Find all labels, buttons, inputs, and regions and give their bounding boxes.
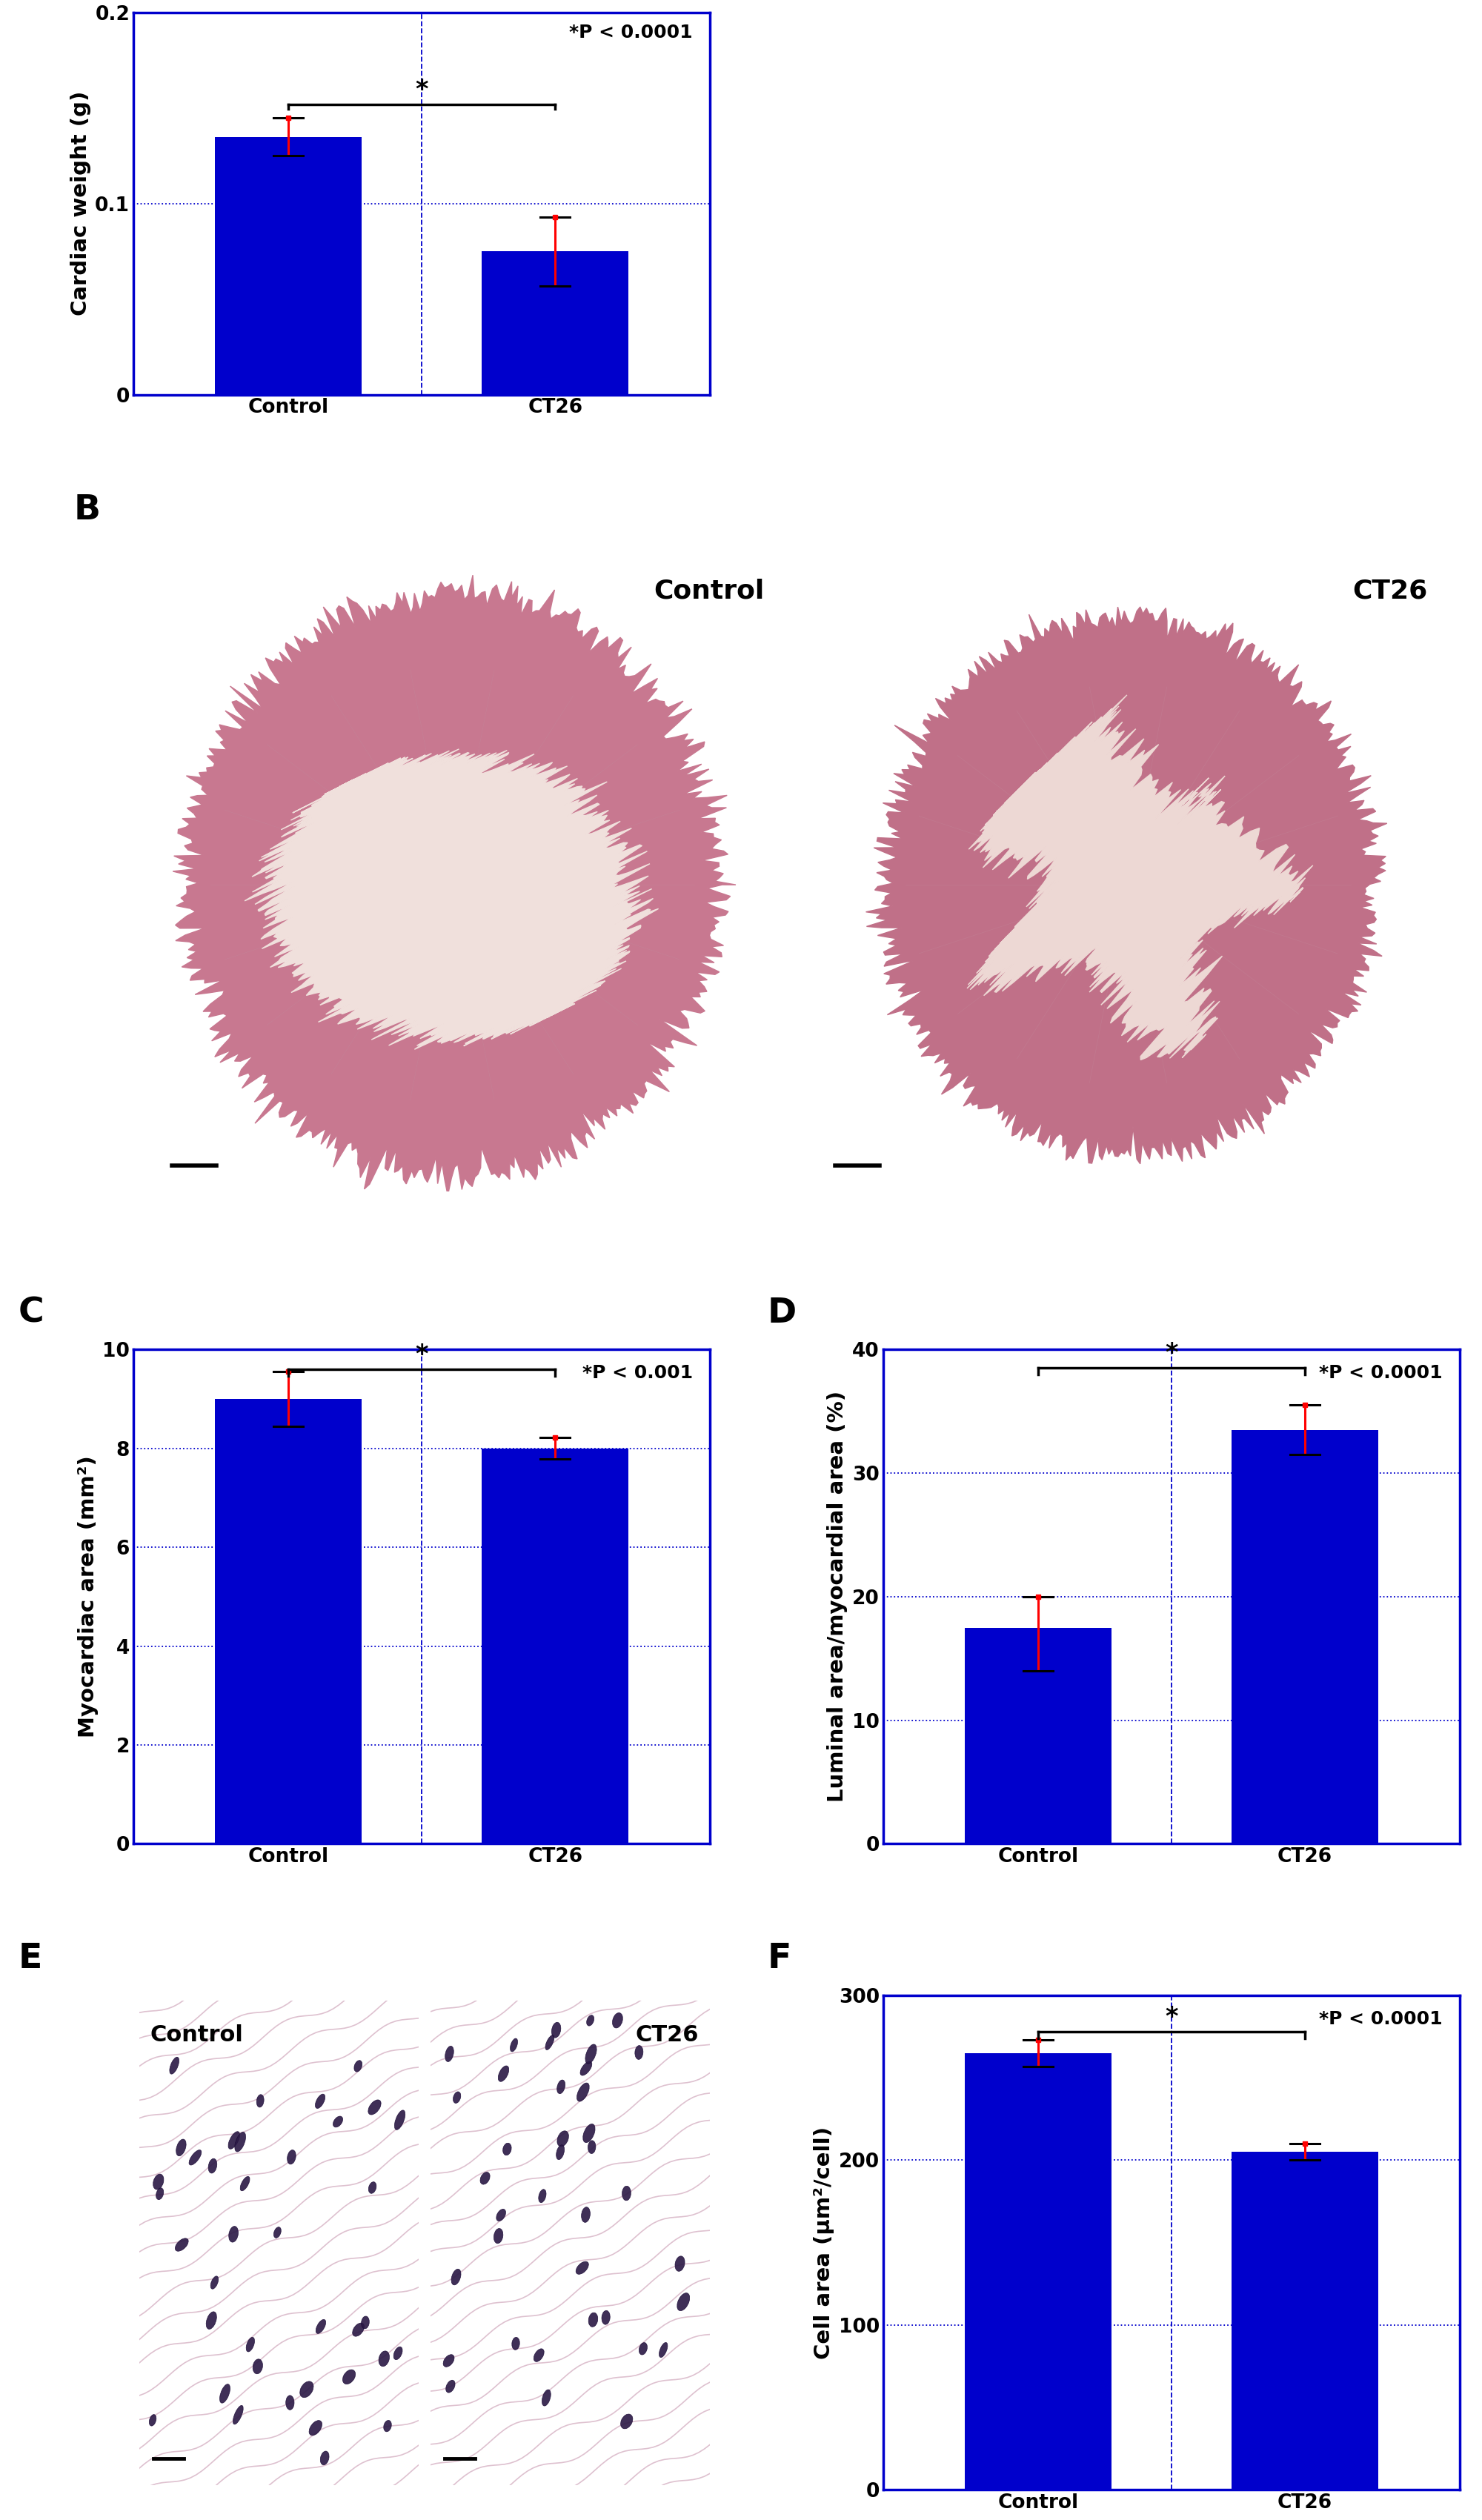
Y-axis label: Myocardiac area (mm²): Myocardiac area (mm²)	[77, 1457, 98, 1739]
Text: *: *	[415, 1343, 428, 1366]
Text: B: B	[74, 494, 101, 527]
Text: *P < 0.0001: *P < 0.0001	[569, 25, 692, 43]
Bar	[482, 1449, 628, 1845]
Bar	[215, 136, 362, 396]
Bar	[965, 1628, 1112, 1845]
Bar	[965, 2054, 1112, 2490]
Text: C: C	[18, 1295, 44, 1331]
Text: *: *	[1165, 1341, 1178, 1366]
Bar	[1232, 2152, 1378, 2490]
Bar	[482, 252, 628, 396]
Text: *: *	[1165, 2006, 1178, 2029]
Text: F: F	[768, 1943, 791, 1976]
Bar	[1232, 1429, 1378, 1845]
Y-axis label: Cell area (μm²/cell): Cell area (μm²/cell)	[814, 2127, 834, 2359]
Text: E: E	[18, 1943, 41, 1976]
Bar	[215, 1399, 362, 1845]
Text: D: D	[768, 1295, 797, 1331]
Y-axis label: Cardiac weight (g): Cardiac weight (g)	[70, 91, 90, 315]
Text: *P < 0.0001: *P < 0.0001	[1319, 2011, 1442, 2029]
Y-axis label: Luminal area/myocardial area (%): Luminal area/myocardial area (%)	[827, 1391, 848, 1802]
Text: *P < 0.0001: *P < 0.0001	[1319, 1363, 1442, 1381]
Text: *: *	[415, 78, 428, 103]
Text: *P < 0.001: *P < 0.001	[582, 1363, 692, 1381]
